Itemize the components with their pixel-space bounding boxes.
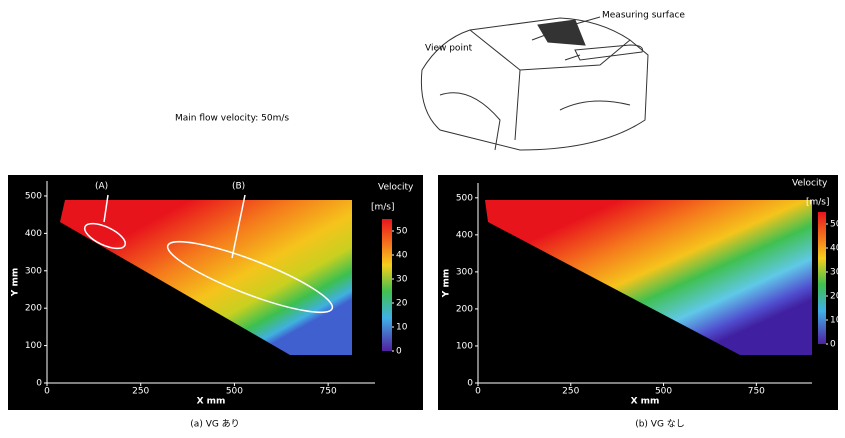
y-axis-label: Y mm: [442, 269, 452, 298]
y-tick-label: 300: [25, 266, 42, 276]
colorbar-tick-label: 20: [830, 292, 842, 302]
y-tick-label: 100: [25, 341, 42, 351]
y-tick-label: 500: [25, 191, 42, 201]
label: Measuring surface: [602, 11, 685, 21]
colorbar-tick-label: 10: [830, 316, 842, 326]
colorbar-tick-label: 20: [396, 299, 408, 309]
colorbar-unit: [m/s]: [371, 203, 395, 213]
car-sketch: [421, 17, 648, 150]
colorbar-unit: [m/s]: [806, 198, 830, 208]
x-tick-label: 750: [320, 387, 337, 397]
y-axis-label: Y mm: [11, 268, 21, 297]
figure: Measuring surface View point Main flow v…: [0, 0, 845, 438]
colorbar-title: Velocity: [378, 183, 414, 193]
colorbar-title: Velocity: [792, 179, 828, 189]
caption: (b) VG なし: [635, 419, 685, 430]
x-tick-label: 750: [748, 387, 765, 397]
y-tick-label: 400: [25, 229, 42, 239]
x-axis-label: X mm: [197, 397, 226, 407]
x-tick-label: 250: [132, 387, 149, 397]
colorbar-tick-label: 40: [830, 244, 842, 254]
y-tick-label: 500: [456, 193, 473, 203]
y-tick-label: 400: [456, 230, 473, 240]
label: Main flow velocity: 50m/s: [175, 114, 289, 124]
y-tick-label: 200: [25, 304, 42, 314]
y-tick-label: 200: [456, 304, 473, 314]
annotation: (A): [95, 182, 108, 192]
x-tick-label: 500: [226, 387, 243, 397]
label: View point: [425, 44, 473, 54]
x-tick-label: 0: [475, 387, 481, 397]
colorbar-tick-label: 30: [396, 275, 408, 285]
caption: (a) VG あり: [190, 419, 239, 430]
colorbar: [818, 212, 826, 344]
y-tick-label: 0: [467, 379, 473, 389]
colorbar: [382, 219, 392, 351]
y-tick-label: 100: [456, 341, 473, 351]
x-tick-label: 250: [562, 387, 579, 397]
annotation: (B): [232, 182, 245, 192]
colorbar-tick-label: 0: [830, 340, 836, 350]
y-tick-label: 300: [456, 267, 473, 277]
x-tick-label: 500: [655, 387, 672, 397]
x-tick-label: 0: [44, 387, 50, 397]
colorbar-tick-label: 40: [396, 251, 408, 261]
y-tick-label: 0: [36, 379, 42, 389]
colorbar-tick-label: 50: [830, 220, 842, 230]
colorbar-tick-label: 30: [830, 268, 842, 278]
x-axis-label: X mm: [631, 397, 660, 407]
colorbar-tick-label: 50: [396, 227, 408, 237]
colorbar-tick-label: 0: [396, 347, 402, 357]
colorbar-tick-label: 10: [396, 323, 408, 333]
